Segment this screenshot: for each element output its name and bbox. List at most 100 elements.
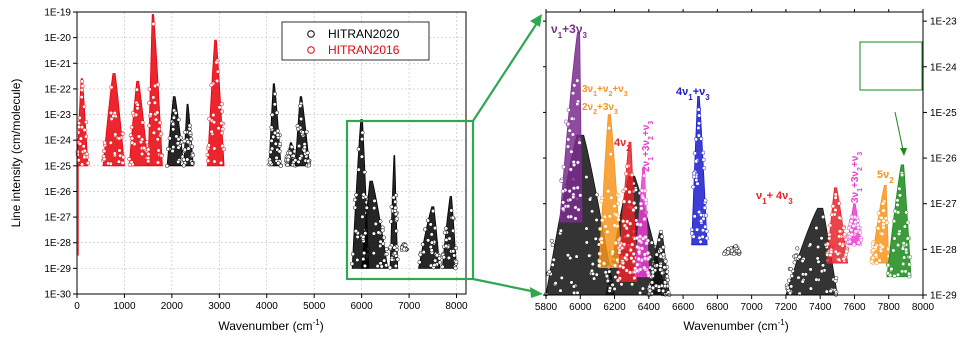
v1_4v3-marker (841, 256, 846, 262)
background-marker (612, 286, 617, 291)
hitran2016-marker (205, 152, 210, 157)
band-label-comb_orange_1: 3ν1+ν2+ν3 (582, 84, 628, 98)
hitran2020-marker (176, 117, 181, 122)
2v1_3v2_v3-marker (638, 201, 644, 206)
hitran2020-marker (434, 253, 440, 258)
background-marker (789, 284, 794, 289)
2v1_3v2_v3-marker (639, 246, 645, 251)
hitran2020-marker (171, 145, 176, 150)
4v1_v3-marker (692, 214, 697, 219)
comb_orange-marker (616, 193, 621, 198)
right-x-tick-label: 8000 (912, 302, 935, 313)
background-marker (658, 229, 664, 234)
comb_green-marker (905, 236, 910, 241)
hitran2020-marker (432, 263, 437, 268)
v1_3v3-marker (571, 91, 576, 96)
right-x-tick-label: 6400 (638, 302, 661, 313)
hitran2020-marker (268, 160, 273, 165)
hitran2020-marker (378, 239, 383, 244)
hitran2016-marker (148, 112, 153, 117)
4v1_v3-marker (695, 227, 700, 232)
left-y-tick-label: 1E-28 (44, 238, 71, 249)
5v2-marker (880, 201, 886, 206)
2v1_3v2_v3-marker (635, 222, 640, 227)
hitran2016-marker (108, 140, 113, 145)
comb_green-marker (885, 271, 890, 276)
right-x-tick-label: 7200 (775, 302, 798, 313)
3v1_3v2_v3-marker (859, 238, 864, 243)
background-marker (604, 274, 610, 279)
left-y-axis-label: Line intensity (cm/molecule) (9, 79, 23, 228)
background-marker (574, 254, 579, 259)
background-marker (550, 262, 555, 267)
hitran2016-marker (220, 143, 225, 149)
hitran2016-marker (117, 148, 122, 153)
comb_orange-marker (599, 199, 604, 204)
4v2-marker (627, 199, 632, 204)
hitran2016-marker (120, 160, 125, 165)
hitran2020-marker (305, 150, 310, 155)
comb_green-marker (903, 269, 908, 274)
hitran2020-marker (176, 137, 181, 142)
4v2-marker (616, 270, 621, 275)
green-label-arrowhead (900, 148, 907, 156)
4v1_v3-marker (697, 113, 702, 118)
hitran2016-marker (146, 147, 151, 152)
right-x-tick-label: 6800 (706, 302, 729, 313)
hitran2016-marker (82, 148, 87, 153)
hitran2016-band (128, 80, 149, 167)
4v2-marker (628, 248, 633, 253)
hitran2020-marker (166, 146, 171, 152)
2v1_3v2_v3-marker (637, 238, 642, 243)
v1_3v3-marker (561, 164, 566, 169)
v1_4v3-marker (837, 201, 842, 206)
background-marker (594, 272, 599, 277)
hitran2020-marker (360, 214, 365, 219)
2v1_3v2_v3-marker (644, 241, 649, 246)
2v1_3v2_v3-marker (642, 252, 647, 257)
4v2-marker (631, 251, 636, 256)
comb_orange-marker (610, 249, 615, 254)
hitran2020-marker (296, 159, 301, 164)
comb_orange-marker (616, 201, 621, 206)
v1_3v3-marker (572, 162, 577, 167)
background-marker (658, 248, 664, 253)
4v2-marker (628, 270, 633, 275)
comb_green-marker (889, 266, 894, 272)
hitran2020-marker (372, 206, 377, 211)
hitran2020-marker (451, 249, 456, 254)
background-marker (816, 244, 821, 250)
hitran2016-marker (77, 115, 82, 120)
hitran2016-marker (211, 120, 217, 125)
hitran2020-marker (391, 195, 396, 200)
hitran2020-marker (444, 243, 449, 249)
hitran2016-marker (147, 87, 152, 92)
hitran2020-marker (394, 228, 399, 234)
hitran2016-marker (134, 87, 139, 92)
hitran2016-marker (102, 149, 107, 154)
v1_3v3-marker (560, 189, 565, 194)
left-x-tick-label: 4000 (256, 301, 279, 312)
v1_4v3-marker (844, 249, 849, 254)
4v1_v3-marker (692, 171, 697, 176)
hitran2016-marker (140, 120, 145, 125)
5v2-marker (876, 226, 881, 231)
background-marker (650, 273, 655, 278)
background-marker (793, 254, 798, 259)
left-y-tick-label: 1E-24 (44, 136, 71, 147)
hitran2020-marker (274, 110, 279, 115)
3v1_3v2_v3-marker (853, 229, 858, 234)
hitran2020-marker (171, 127, 176, 132)
hitran2016-marker (157, 126, 162, 132)
background-marker (726, 246, 731, 252)
hitran2020-marker (421, 250, 426, 255)
4v2-marker (623, 255, 628, 260)
comb_green-marker (891, 248, 896, 253)
hitran2020-marker (186, 146, 191, 151)
4v1_v3-marker (696, 107, 701, 112)
3v1_3v2_v3-marker (851, 242, 857, 247)
hitran2020-marker (380, 228, 385, 233)
background-marker (572, 290, 577, 295)
background-marker (547, 269, 552, 274)
hitran2020-marker (271, 134, 276, 139)
